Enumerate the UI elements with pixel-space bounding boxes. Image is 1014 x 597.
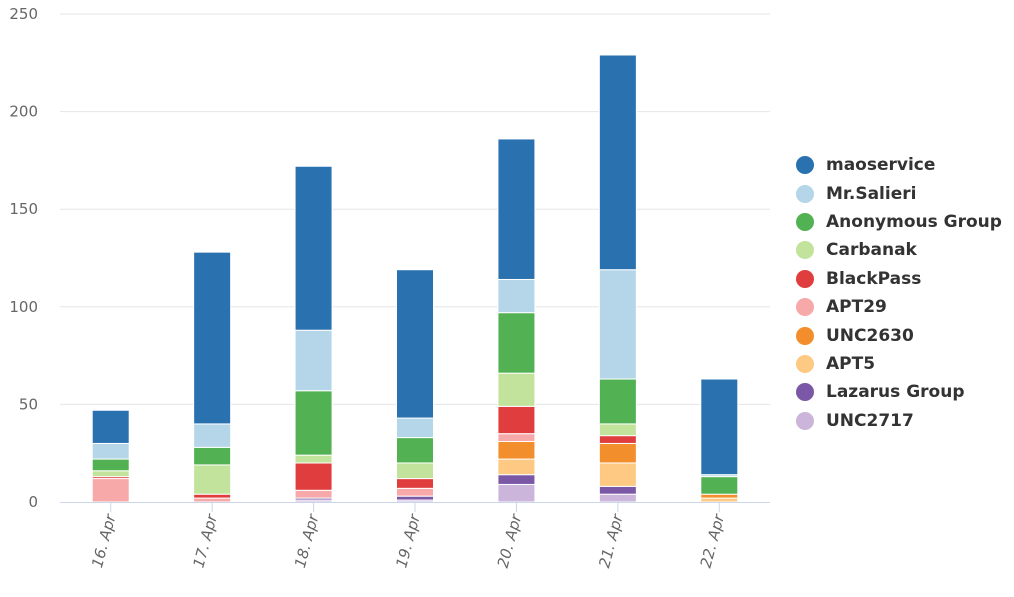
bar-segment-unc2630[interactable] <box>598 442 637 464</box>
legend-label: Carbanak <box>826 240 917 261</box>
legend-label: Lazarus Group <box>826 382 965 403</box>
bar-segment-anonymous-group[interactable] <box>497 312 536 374</box>
bar-segment-maoservice[interactable] <box>598 54 637 271</box>
x-tick-label: 22. Apr <box>697 512 729 570</box>
legend-label: UNC2630 <box>826 325 914 346</box>
bar-segment-lazarus-group[interactable] <box>598 485 637 495</box>
legend-swatch-icon <box>796 298 814 317</box>
legend-swatch-icon <box>796 326 814 345</box>
bar-segment-mr-salieri[interactable] <box>396 417 434 439</box>
legend-label: BlackPass <box>826 268 922 289</box>
legend-item[interactable]: UNC2717 <box>796 407 1002 435</box>
bars <box>91 54 739 503</box>
legend-label: APT29 <box>826 297 887 318</box>
legend-swatch-icon <box>796 212 814 231</box>
legend-item[interactable]: UNC2630 <box>796 321 1002 349</box>
bar-segment-maoservice[interactable] <box>497 138 536 280</box>
x-tick-label: 20. Apr <box>494 512 526 570</box>
bar-segment-apt29[interactable] <box>497 433 536 442</box>
legend-swatch-icon <box>796 269 814 288</box>
legend-item[interactable]: APT5 <box>796 350 1002 378</box>
bar-segment-blackpass[interactable] <box>193 493 232 499</box>
bar-segment-lazarus-group[interactable] <box>396 495 434 501</box>
bar-segment-maoservice[interactable] <box>396 269 434 419</box>
legend-label: Anonymous Group <box>826 211 1002 232</box>
y-tick-label: 50 <box>19 395 38 413</box>
bar-segment-unc2717[interactable] <box>497 483 536 503</box>
bar-segment-apt5[interactable] <box>598 462 637 487</box>
legend-label: UNC2717 <box>826 410 914 431</box>
bar-segment-unc2630[interactable] <box>700 493 739 499</box>
x-axis: 16. Apr 17. Apr 18. Apr 19. Apr 20. Apr 21. A… <box>60 502 770 570</box>
bar-segment-mr-salieri[interactable] <box>193 423 232 448</box>
legend-item[interactable]: maoservice <box>796 151 1002 179</box>
legend-swatch-icon <box>796 383 814 402</box>
legend-swatch-icon <box>796 184 814 203</box>
bar-segment-apt5[interactable] <box>700 497 739 503</box>
bar-segment-carbanak[interactable] <box>193 464 232 495</box>
legend-label: maoservice <box>826 155 936 176</box>
bar-segment-unc2630[interactable] <box>497 440 536 460</box>
legend-item[interactable]: Lazarus Group <box>796 378 1002 406</box>
legend-item[interactable]: Anonymous Group <box>796 208 1002 236</box>
x-tick-label: 17. Apr <box>189 512 221 570</box>
bar-segment-blackpass[interactable] <box>497 405 536 435</box>
bar-segment-maoservice[interactable] <box>700 378 739 476</box>
legend-item[interactable]: Carbanak <box>796 236 1002 264</box>
legend: maoservice Mr.Salieri Anonymous Group Carba… <box>796 151 1002 435</box>
y-tick-label: 0 <box>28 493 38 511</box>
bar-segment-unc2717[interactable] <box>598 493 637 503</box>
x-tick-label: 18. Apr <box>291 512 323 570</box>
legend-item[interactable]: BlackPass <box>796 265 1002 293</box>
bar-segment-carbanak[interactable] <box>497 372 536 407</box>
bar-segment-maoservice[interactable] <box>193 251 232 425</box>
legend-swatch-icon <box>796 354 814 373</box>
legend-item[interactable]: APT29 <box>796 293 1002 321</box>
x-tick-label: 16. Apr <box>88 512 120 570</box>
bar-segment-mr-salieri[interactable] <box>294 329 333 392</box>
legend-label: APT5 <box>826 353 876 374</box>
legend-item[interactable]: Mr.Salieri <box>796 179 1002 207</box>
y-axis-ticks: 0 50 100 150 200 250 <box>9 5 38 511</box>
bar-segment-apt5[interactable] <box>497 458 536 476</box>
gridlines <box>60 13 770 405</box>
legend-swatch-icon <box>796 156 814 175</box>
bar-segment-anonymous-group[interactable] <box>294 390 333 456</box>
bar-segment-carbanak[interactable] <box>396 462 434 480</box>
bar-segment-lazarus-group[interactable] <box>497 474 536 485</box>
legend-swatch-icon <box>796 241 814 260</box>
bar-segment-carbanak[interactable] <box>294 454 333 464</box>
legend-swatch-icon <box>796 411 814 430</box>
bar-segment-anonymous-group[interactable] <box>193 446 232 466</box>
y-tick-label: 100 <box>9 298 38 316</box>
bar-segment-anonymous-group[interactable] <box>396 437 434 464</box>
y-tick-label: 150 <box>9 200 38 218</box>
bar-segment-apt29[interactable] <box>91 478 130 503</box>
bar-segment-apt29[interactable] <box>294 489 333 499</box>
legend-label: Mr.Salieri <box>826 183 917 204</box>
bar-segment-anonymous-group[interactable] <box>700 476 739 495</box>
y-tick-label: 250 <box>9 5 38 23</box>
x-tick-label: 21. Apr <box>595 512 627 570</box>
bar-segment-mr-salieri[interactable] <box>598 269 637 380</box>
bar-segment-blackpass[interactable] <box>294 462 333 491</box>
bar-segment-anonymous-group[interactable] <box>91 458 130 472</box>
x-tick-label: 19. Apr <box>392 512 424 570</box>
bar-segment-carbanak[interactable] <box>91 470 130 478</box>
bar-segment-anonymous-group[interactable] <box>598 378 637 425</box>
bar-segment-blackpass[interactable] <box>396 478 434 489</box>
bar-segment-carbanak[interactable] <box>598 423 637 437</box>
bar-segment-apt29[interactable] <box>396 487 434 497</box>
bar-segment-apt29[interactable] <box>193 497 232 503</box>
bar-segment-maoservice[interactable] <box>294 165 333 331</box>
y-tick-label: 200 <box>9 103 38 121</box>
bar-segment-mr-salieri[interactable] <box>91 442 130 460</box>
bar-segment-mr-salieri[interactable] <box>497 278 536 314</box>
bar-segment-maoservice[interactable] <box>91 409 130 444</box>
bar-segment-blackpass[interactable] <box>598 435 637 444</box>
